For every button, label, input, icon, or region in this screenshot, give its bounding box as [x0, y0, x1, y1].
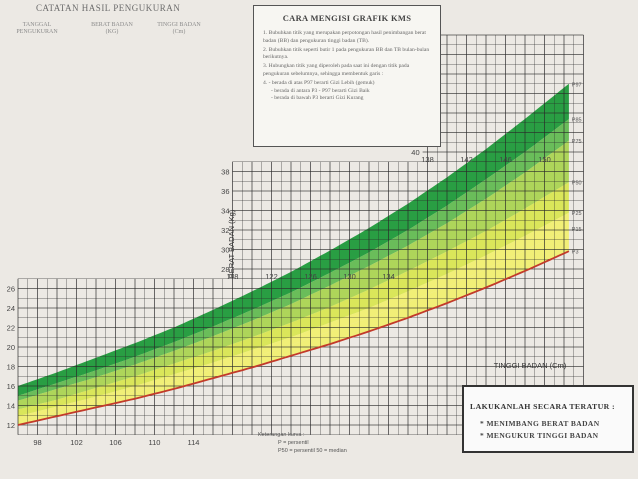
- chart-grid: [17, 34, 584, 435]
- x-tick-146: 146: [499, 155, 512, 164]
- curve-labels: P97 P85 P75 P50 P25 P15 P3: [572, 82, 582, 255]
- x-tick-114: 114: [188, 438, 200, 447]
- y-tick-14: 14: [7, 402, 15, 411]
- x-tick-118: 118: [227, 272, 239, 281]
- y-tick-36: 36: [221, 187, 229, 196]
- x-tick-150: 150: [538, 155, 551, 164]
- curve-label-P85: P85: [572, 118, 582, 124]
- x-tick-138: 138: [421, 155, 434, 164]
- curve-label-P97: P97: [572, 82, 582, 88]
- col-weight-line1: BERAT BADAN: [91, 22, 133, 28]
- curve-label-P15: P15: [572, 227, 582, 233]
- y-tick-18: 18: [7, 363, 15, 372]
- curve-label-P3: P3: [572, 250, 579, 256]
- x-tick-126: 126: [304, 272, 317, 281]
- instructions-text: 1. Bubuhkan titik yang merupakan perpoto…: [263, 30, 435, 104]
- x-tick-106: 106: [109, 438, 122, 447]
- x-axis-label: TINGGI BADAN (Cm): [494, 361, 567, 370]
- y-tick-12: 12: [7, 421, 15, 430]
- x-tick-98: 98: [33, 438, 41, 447]
- x-tick-122: 122: [265, 272, 278, 281]
- curve-legend-note: Keterangan kurva : P = persentil P50 = p…: [258, 431, 347, 455]
- col-weight-line2: (KG): [105, 29, 119, 35]
- y-tick-16: 16: [7, 382, 15, 391]
- p3-line: [17, 250, 570, 426]
- x-tick-102: 102: [70, 438, 83, 447]
- p3-curve: [17, 250, 570, 426]
- measurement-record-header: CATATAN HASIL PENGUKURAN TANGGAL PENGUKU…: [0, 0, 240, 40]
- col-date: TANGGAL PENGUKURAN: [14, 22, 60, 36]
- y-tick-24: 24: [7, 304, 15, 313]
- y-tick-38: 38: [221, 168, 229, 177]
- y-tick-34: 34: [221, 207, 229, 216]
- curve-label-P50: P50: [572, 181, 582, 187]
- col-height-line1: TINGGI BADAN: [157, 22, 201, 28]
- x-tick-130: 130: [343, 272, 356, 281]
- y-tick-40: 40: [411, 148, 419, 157]
- x-tick-142: 142: [460, 155, 473, 164]
- bullet-icon: *: [480, 431, 487, 440]
- col-height: TINGGI BADAN (Cm): [153, 22, 205, 36]
- y-tick-26: 26: [7, 285, 15, 294]
- instruction-2: 2. Bubuhkan titik seperti butir 1 pada p…: [263, 46, 430, 61]
- instruction-4b: - berada di antara P3 - P97 berarti Gizi…: [271, 87, 370, 94]
- reminder-height: * MENGUKUR TINGGI BADAN: [480, 431, 598, 440]
- curve-label-P25: P25: [572, 211, 582, 217]
- reminder-weigh-text: MENIMBANG BERAT BADAN: [486, 419, 600, 428]
- routine-reminder-box: LAKUKANLAH SECARA TERATUR : * MENIMBANG …: [462, 385, 634, 453]
- y-tick-30: 30: [221, 246, 229, 255]
- x-tick-110: 110: [149, 438, 161, 447]
- instructions-box: CARA MENGISI GRAFIK KMS 1. Bubuhkan titi…: [253, 5, 441, 147]
- ket-title: Keterangan kurva :: [258, 432, 305, 438]
- instruction-3: 3. Hubungkan titik yang diperoleh pada s…: [263, 63, 410, 77]
- col-height-line2: (Cm): [172, 29, 186, 35]
- x-tick-134: 134: [382, 272, 395, 281]
- reminder-weigh: * MENIMBANG BERAT BADAN: [480, 419, 600, 428]
- instruction-4a: 4. - berada di atas P97 berarti Gizi Leb…: [263, 79, 375, 86]
- col-weight: BERAT BADAN (KG): [88, 22, 136, 36]
- ket-p50: P50 = persentil 50 = median: [278, 448, 347, 454]
- instructions-title: CARA MENGISI GRAFIK KMS: [282, 13, 412, 23]
- bullet-icon: *: [480, 419, 487, 428]
- y-tick-20: 20: [7, 343, 15, 352]
- reminder-title: LAKUKANLAH SECARA TERATUR :: [470, 402, 616, 411]
- record-title: CATATAN HASIL PENGUKURAN: [36, 3, 181, 13]
- instruction-1: 1. Bubuhkan titik yang merupakan perpoto…: [263, 30, 426, 44]
- y-tick-32: 32: [221, 226, 229, 235]
- col-date-line2: PENGUKURAN: [16, 29, 58, 35]
- y-tick-22: 22: [7, 324, 15, 333]
- y-tick-28: 28: [221, 265, 229, 274]
- ket-p: P = persentil: [278, 440, 309, 446]
- col-date-line1: TANGGAL: [22, 22, 52, 28]
- y-axis-label: BERAT BADAN (Kg): [227, 209, 236, 278]
- reminder-height-text: MENGUKUR TINGGI BADAN: [486, 431, 599, 440]
- instruction-4c: - berada di bawah P3 berarti Gizi Kurang: [271, 95, 364, 102]
- curve-label-P75: P75: [572, 139, 582, 145]
